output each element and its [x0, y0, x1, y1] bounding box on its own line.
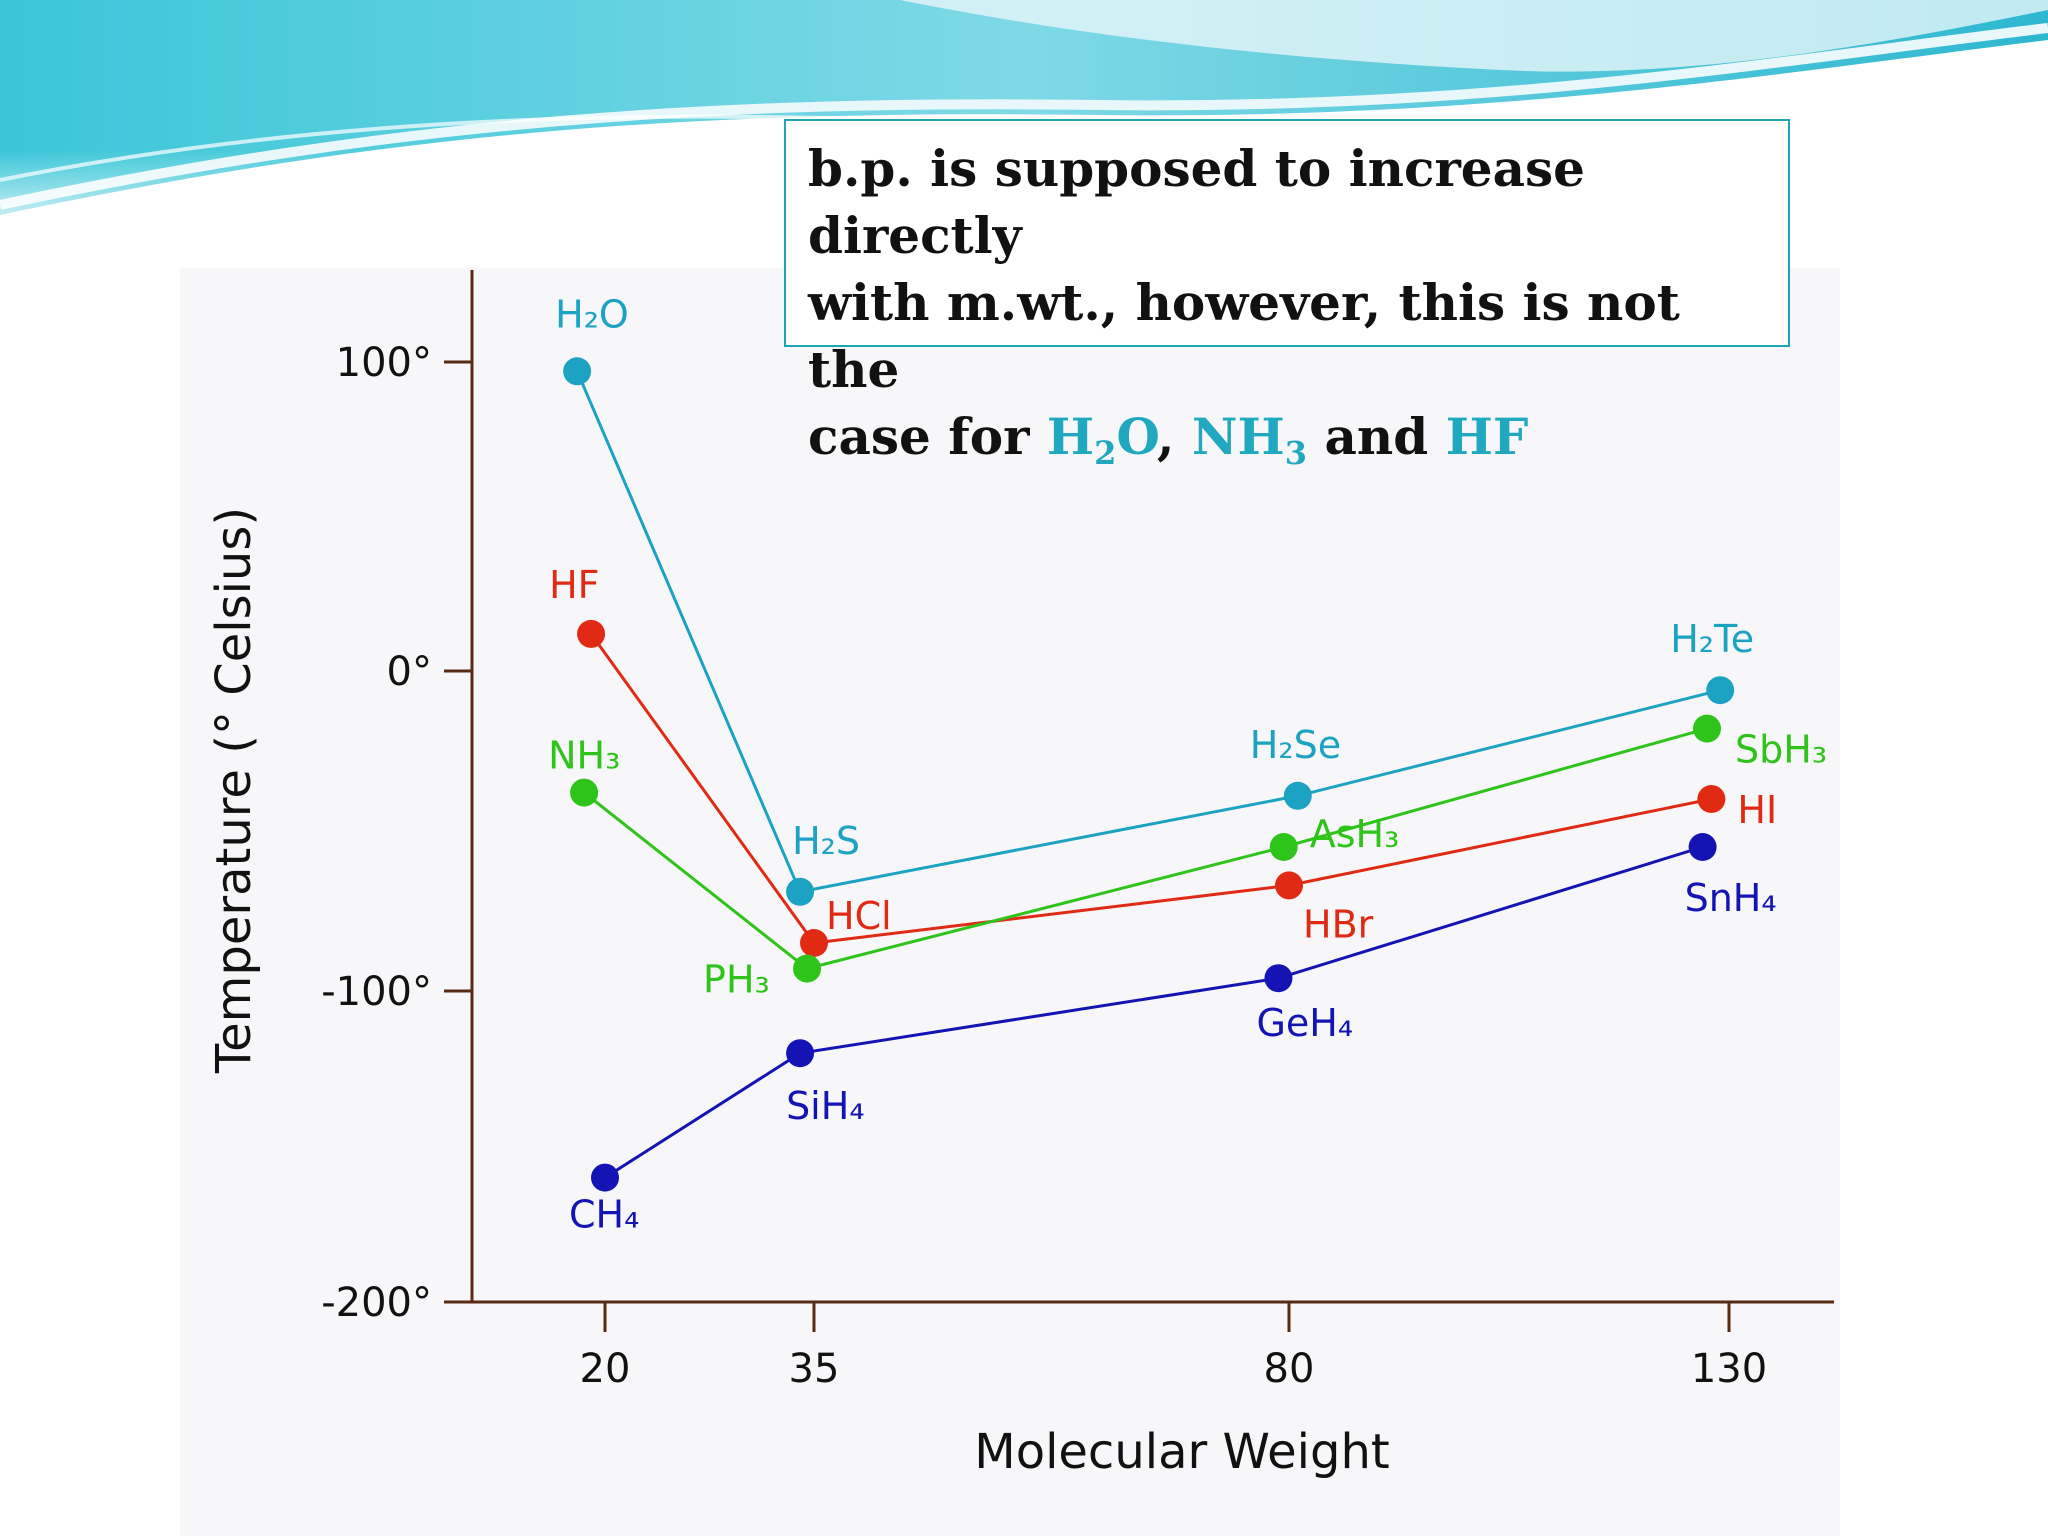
y-tick-label: -200°: [321, 1280, 432, 1326]
data-point-label: H₂S: [792, 819, 860, 863]
data-point-label: SnH₄: [1685, 876, 1777, 920]
series-3: CH₄ SiH₄ GeH₄ SnH₄: [569, 833, 1777, 1237]
callout-line-2: with m.wt., however, this is not the: [808, 273, 1680, 399]
data-point: [1688, 833, 1717, 861]
y-tick-label: 0°: [387, 649, 432, 695]
data-point-label: H₂Se: [1250, 723, 1341, 767]
y-tick-label: 100°: [336, 340, 432, 386]
callout-box: b.p. is supposed to increase directly wi…: [784, 119, 1790, 469]
data-point: [591, 1163, 619, 1192]
x-tick-label: 130: [1691, 1346, 1767, 1392]
data-point-label: HCl: [826, 894, 892, 938]
data-point-label: SiH₄: [786, 1084, 865, 1128]
callout-conj: and: [1324, 407, 1429, 466]
data-point: [577, 619, 606, 648]
series-line: [575, 370, 1721, 894]
data-point-label: H₂O: [555, 292, 629, 336]
data-point: [1697, 785, 1726, 813]
y-axis-title: Temperature (° Celsius): [206, 507, 262, 1074]
data-point-label: HBr: [1303, 902, 1374, 946]
data-point: [1706, 676, 1735, 705]
x-tick-label: 80: [1264, 1346, 1315, 1392]
y-tick-label: -100°: [321, 969, 432, 1015]
data-point: [1693, 714, 1721, 743]
data-point-label: GeH₄: [1256, 1001, 1353, 1045]
data-point: [1275, 871, 1303, 900]
series-1: HF HCl HBr HI: [549, 563, 1777, 957]
data-point-label: H₂Te: [1670, 617, 1754, 661]
callout-prefix: case for: [808, 407, 1030, 466]
data-point-label: HF: [549, 563, 599, 607]
nh3-highlight: NH3: [1191, 407, 1307, 469]
data-point: [570, 778, 599, 807]
series-line: [589, 633, 1712, 945]
callout-sep: ,: [1156, 407, 1175, 466]
series-line: [604, 845, 1704, 1179]
h2o-tail: O: [1116, 407, 1157, 466]
x-tick-label: 20: [580, 1346, 631, 1392]
data-point-label: CH₄: [569, 1193, 639, 1237]
callout-line-3: case for H2O, NH3 and HF: [808, 403, 1766, 470]
chart-axes: 100° 0° -100° -200° 20 35 80 130 Molecular Weigh…: [206, 270, 1834, 1480]
data-point: [786, 1039, 815, 1068]
series-0: H₂O H₂S H₂Se H₂Te: [555, 292, 1754, 906]
nh3-main: NH: [1191, 407, 1285, 466]
data-point-label: PH₃: [703, 958, 770, 1002]
data-point-label: HI: [1737, 788, 1777, 832]
data-point: [563, 357, 592, 386]
data-point: [1264, 964, 1293, 993]
callout-line-1: b.p. is supposed to increase directly: [808, 139, 1585, 265]
x-axis-title: Molecular Weight: [974, 1424, 1389, 1480]
data-point-label: SbH₃: [1735, 728, 1827, 772]
series-2: NH₃ PH₃ AsH₃ SbH₃: [548, 714, 1827, 1002]
h2o-highlight: H2O: [1046, 407, 1157, 469]
data-point: [793, 954, 822, 983]
x-tick-label: 35: [789, 1346, 840, 1392]
h2o-main: H: [1046, 407, 1095, 466]
data-point: [786, 877, 815, 906]
chart-series: H₂O H₂S H₂Se H₂Te HF HCl HBr HI NH₃ PH₃ AsH₃ SbH₃ CH…: [548, 292, 1827, 1236]
data-point-label: NH₃: [548, 734, 620, 778]
nh3-sub: 3: [1284, 434, 1308, 472]
data-point: [1269, 833, 1298, 861]
data-point: [800, 929, 828, 957]
series-line: [583, 727, 1708, 971]
data-point: [1283, 781, 1312, 810]
plot-background: [180, 268, 1840, 1536]
h2o-sub: 2: [1094, 434, 1117, 472]
data-point-label: AsH₃: [1310, 812, 1400, 856]
hf-highlight: HF: [1445, 407, 1529, 466]
